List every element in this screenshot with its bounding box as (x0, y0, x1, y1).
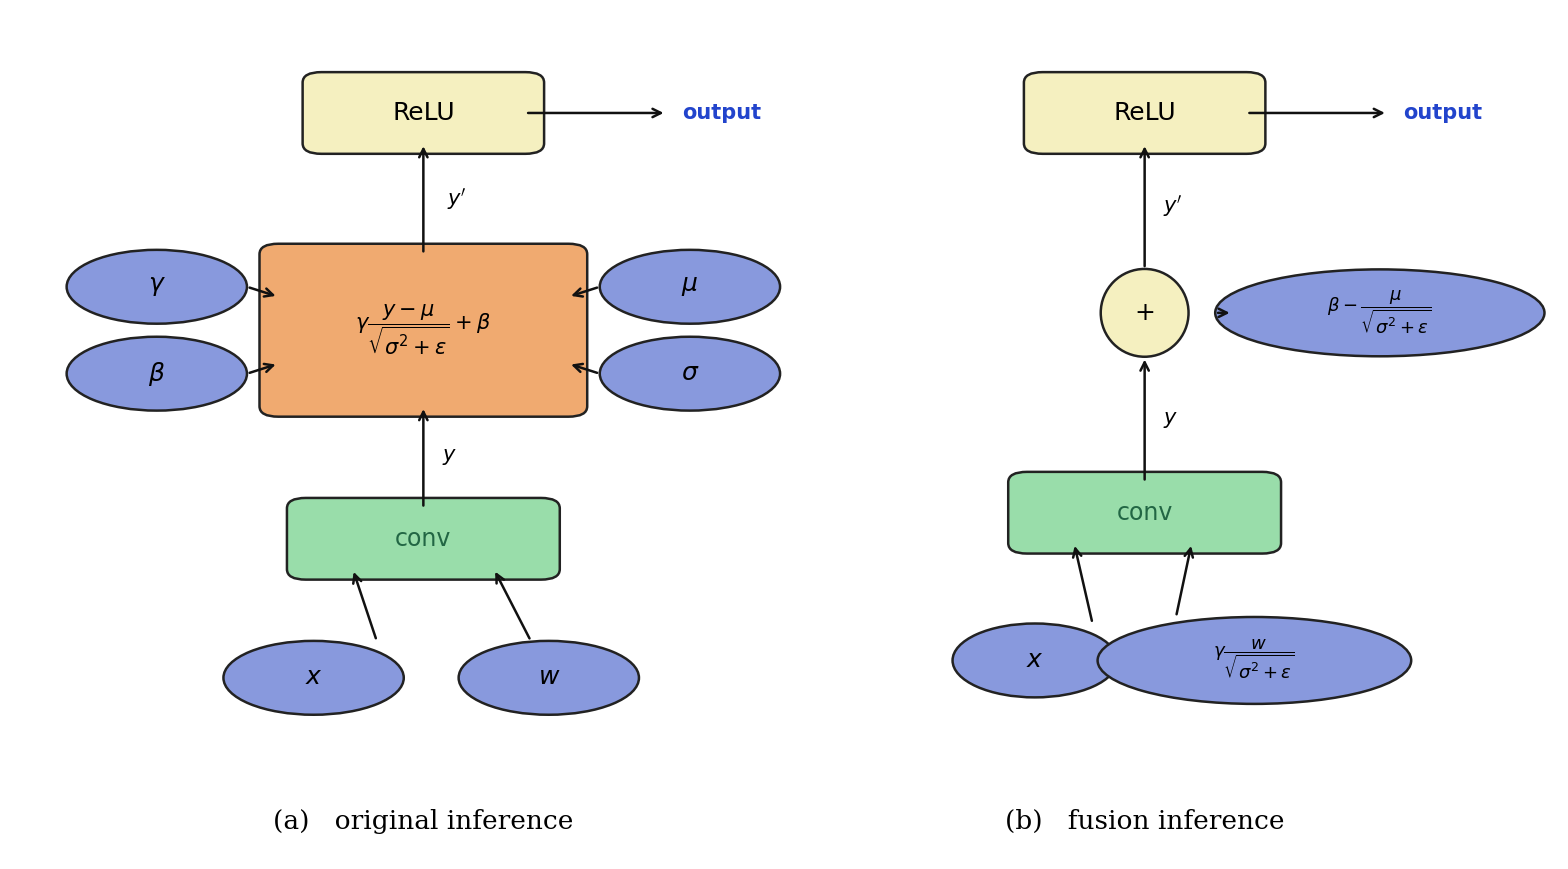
Text: $y'$: $y'$ (447, 186, 467, 212)
Text: $\beta$: $\beta$ (149, 360, 165, 388)
Text: $y$: $y$ (442, 448, 458, 468)
Ellipse shape (458, 641, 638, 714)
Text: conv: conv (1116, 501, 1173, 525)
Text: $\sigma$: $\sigma$ (681, 362, 699, 385)
Text: $\beta-\dfrac{\mu}{\sqrt{\sigma^2+\varepsilon}}$: $\beta-\dfrac{\mu}{\sqrt{\sigma^2+\varep… (1328, 289, 1432, 337)
Text: $\gamma \dfrac{y-\mu}{\sqrt{\sigma^2+\varepsilon}}+\beta$: $\gamma \dfrac{y-\mu}{\sqrt{\sigma^2+\va… (356, 303, 491, 357)
FancyBboxPatch shape (260, 244, 586, 417)
Text: $\mu$: $\mu$ (682, 275, 698, 298)
Text: $x$: $x$ (1025, 649, 1044, 672)
Text: $\gamma\dfrac{w}{\sqrt{\sigma^2+\varepsilon}}$: $\gamma\dfrac{w}{\sqrt{\sigma^2+\varepsi… (1214, 639, 1295, 682)
Ellipse shape (1101, 269, 1189, 357)
Text: $y$: $y$ (1163, 409, 1179, 429)
Text: $w$: $w$ (538, 667, 560, 689)
Text: output: output (682, 103, 760, 123)
Text: (a)   original inference: (a) original inference (273, 809, 574, 833)
Text: ReLU: ReLU (1113, 101, 1176, 125)
Text: ReLU: ReLU (392, 101, 455, 125)
Text: (b)   fusion inference: (b) fusion inference (1005, 809, 1284, 833)
Ellipse shape (66, 336, 248, 411)
Text: $x$: $x$ (304, 667, 323, 689)
FancyBboxPatch shape (303, 72, 544, 154)
Text: output: output (1403, 103, 1482, 123)
Text: $y'$: $y'$ (1163, 193, 1184, 219)
Text: conv: conv (395, 527, 452, 551)
Ellipse shape (66, 250, 248, 323)
Ellipse shape (1215, 269, 1544, 356)
Ellipse shape (599, 336, 779, 411)
Ellipse shape (599, 250, 779, 323)
Ellipse shape (223, 641, 405, 714)
Text: $\gamma$: $\gamma$ (147, 275, 166, 298)
Ellipse shape (1098, 617, 1411, 704)
FancyBboxPatch shape (1024, 72, 1265, 154)
FancyBboxPatch shape (1008, 472, 1281, 554)
Ellipse shape (953, 624, 1116, 697)
FancyBboxPatch shape (287, 498, 560, 580)
Text: +: + (1134, 301, 1156, 325)
